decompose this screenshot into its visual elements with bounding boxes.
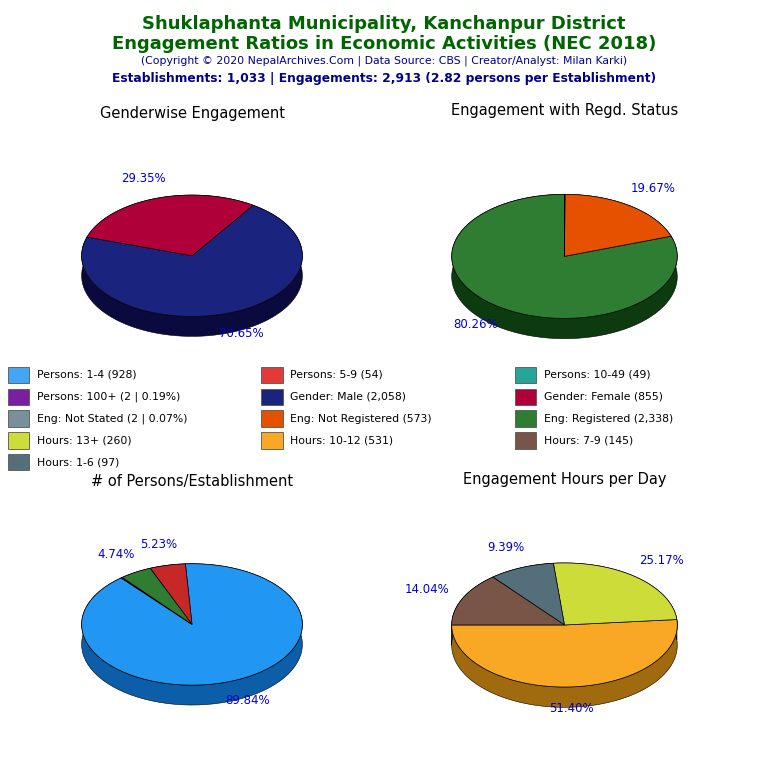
Polygon shape	[122, 568, 151, 598]
Text: Persons: 1-4 (928): Persons: 1-4 (928)	[37, 369, 137, 380]
Text: Engagement Ratios in Economic Activities (NEC 2018): Engagement Ratios in Economic Activities…	[112, 35, 656, 52]
FancyBboxPatch shape	[261, 367, 283, 382]
FancyBboxPatch shape	[8, 410, 29, 427]
Text: 4.74%: 4.74%	[97, 548, 134, 561]
Polygon shape	[452, 577, 493, 645]
Polygon shape	[452, 194, 677, 319]
Text: 70.65%: 70.65%	[219, 326, 263, 339]
FancyBboxPatch shape	[515, 389, 536, 405]
Polygon shape	[565, 194, 671, 257]
Text: (Copyright © 2020 NepalArchives.Com | Data Source: CBS | Creator/Analyst: Milan : (Copyright © 2020 NepalArchives.Com | Da…	[141, 55, 627, 66]
Text: Persons: 5-9 (54): Persons: 5-9 (54)	[290, 369, 383, 380]
FancyBboxPatch shape	[261, 410, 283, 427]
Polygon shape	[87, 195, 253, 256]
Polygon shape	[121, 578, 122, 598]
Text: Establishments: 1,033 | Engagements: 2,913 (2.82 persons per Establishment): Establishments: 1,033 | Engagements: 2,9…	[112, 72, 656, 85]
Text: Genderwise Engagement: Genderwise Engagement	[100, 106, 284, 121]
Polygon shape	[121, 578, 192, 624]
Polygon shape	[81, 564, 303, 685]
Text: 89.84%: 89.84%	[225, 694, 270, 707]
Polygon shape	[151, 564, 192, 624]
Polygon shape	[81, 205, 303, 336]
FancyBboxPatch shape	[515, 410, 536, 427]
Polygon shape	[452, 194, 677, 339]
Text: Shuklaphanta Municipality, Kanchanpur District: Shuklaphanta Municipality, Kanchanpur Di…	[142, 15, 626, 33]
FancyBboxPatch shape	[261, 389, 283, 405]
FancyBboxPatch shape	[515, 367, 536, 382]
Polygon shape	[87, 195, 253, 257]
Text: Engagement with Regd. Status: Engagement with Regd. Status	[451, 103, 678, 118]
Text: Gender: Female (855): Gender: Female (855)	[544, 392, 663, 402]
Text: Hours: 10-12 (531): Hours: 10-12 (531)	[290, 435, 393, 445]
Text: Gender: Male (2,058): Gender: Male (2,058)	[290, 392, 406, 402]
Polygon shape	[554, 563, 677, 640]
Polygon shape	[122, 568, 192, 624]
FancyBboxPatch shape	[8, 432, 29, 449]
Polygon shape	[554, 563, 677, 625]
Text: Eng: Registered (2,338): Eng: Registered (2,338)	[544, 413, 673, 424]
Text: 9.39%: 9.39%	[488, 541, 525, 554]
Text: 29.35%: 29.35%	[121, 172, 165, 185]
Text: Hours: 1-6 (97): Hours: 1-6 (97)	[37, 457, 119, 468]
FancyBboxPatch shape	[515, 432, 536, 449]
Polygon shape	[452, 577, 564, 625]
Text: 80.26%: 80.26%	[454, 318, 498, 331]
Text: 19.67%: 19.67%	[631, 182, 676, 195]
Text: Persons: 100+ (2 | 0.19%): Persons: 100+ (2 | 0.19%)	[37, 392, 180, 402]
Text: Eng: Not Registered (573): Eng: Not Registered (573)	[290, 413, 432, 424]
Polygon shape	[564, 194, 671, 257]
Polygon shape	[452, 620, 677, 687]
Text: 14.04%: 14.04%	[405, 583, 449, 596]
Text: 51.40%: 51.40%	[549, 702, 594, 715]
Text: Hours: 7-9 (145): Hours: 7-9 (145)	[544, 435, 633, 445]
Polygon shape	[452, 620, 677, 707]
FancyBboxPatch shape	[8, 455, 29, 470]
Text: 5.23%: 5.23%	[141, 538, 177, 551]
Text: Persons: 10-49 (49): Persons: 10-49 (49)	[544, 369, 650, 380]
Text: Engagement Hours per Day: Engagement Hours per Day	[463, 472, 666, 487]
Polygon shape	[81, 564, 303, 705]
FancyBboxPatch shape	[261, 432, 283, 449]
Text: # of Persons/Establishment: # of Persons/Establishment	[91, 475, 293, 489]
Polygon shape	[81, 205, 303, 316]
FancyBboxPatch shape	[8, 367, 29, 382]
Text: 25.17%: 25.17%	[639, 554, 684, 567]
Text: Eng: Not Stated (2 | 0.07%): Eng: Not Stated (2 | 0.07%)	[37, 413, 187, 424]
FancyBboxPatch shape	[8, 389, 29, 405]
Text: Hours: 13+ (260): Hours: 13+ (260)	[37, 435, 131, 445]
Polygon shape	[493, 563, 554, 598]
Polygon shape	[151, 564, 185, 588]
Polygon shape	[493, 563, 564, 625]
